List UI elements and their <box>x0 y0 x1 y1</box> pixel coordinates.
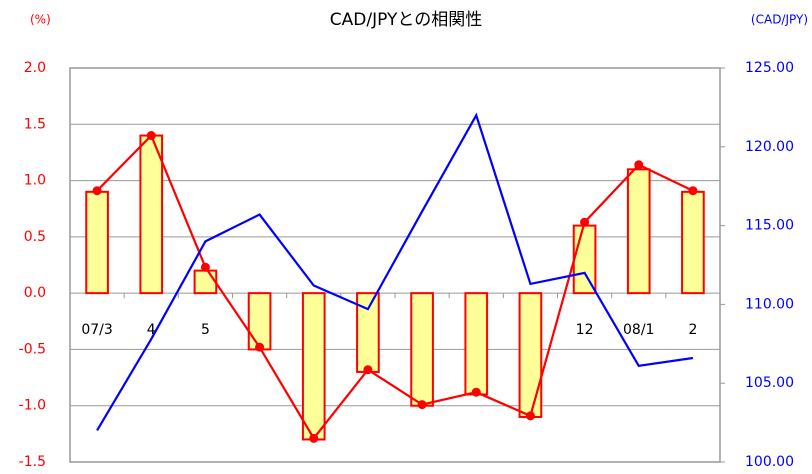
y2-tick-label: 115.00 <box>745 218 794 234</box>
bar <box>85 190 109 295</box>
y2-tick-label: 125.00 <box>745 60 794 76</box>
line <box>96 112 694 432</box>
y-tick-label: 1.0 <box>24 173 46 189</box>
y-tick-label: 1.5 <box>24 116 46 132</box>
line-point <box>363 365 373 375</box>
line-point <box>580 217 590 227</box>
line-point <box>92 186 102 196</box>
x-tick-label: 4 <box>147 322 156 338</box>
y-tick-label: 0.5 <box>24 229 46 245</box>
plot-frame <box>69 67 721 463</box>
line-point <box>417 400 427 410</box>
line-point <box>309 433 319 443</box>
bar <box>139 134 164 295</box>
line-point <box>525 411 535 421</box>
y2-tick-label: 105.00 <box>745 375 794 391</box>
line-point <box>146 131 156 141</box>
bar <box>518 292 543 418</box>
chart-title: CAD/JPYとの相関性 <box>330 10 482 30</box>
y-tick-label: 2.0 <box>24 60 46 76</box>
y2-axis-label: (CAD/JPY) <box>751 13 808 27</box>
line-point <box>634 160 644 170</box>
x-tick-label: 07/3 <box>81 322 112 338</box>
x-tick-label: 08/1 <box>623 322 654 338</box>
line-point <box>200 262 210 272</box>
bar <box>247 292 272 351</box>
y-axis-label: (%) <box>30 13 51 27</box>
line-point <box>471 387 481 397</box>
x-tick-label: 5 <box>201 322 210 338</box>
line-point <box>255 342 265 352</box>
y-tick-label: 0.0 <box>24 285 46 301</box>
x-tick-label: 2 <box>688 322 697 338</box>
y2-tick-label: 120.00 <box>745 139 794 155</box>
bar <box>572 224 597 295</box>
y-tick-label: -1.0 <box>19 398 46 414</box>
y2-tick-label: 110.00 <box>745 296 794 312</box>
line-point <box>688 186 698 196</box>
line <box>96 133 694 441</box>
bar <box>464 292 489 396</box>
y-tick-label: -0.5 <box>19 341 46 357</box>
bar <box>626 168 651 295</box>
y-tick-label: -1.5 <box>19 454 46 470</box>
bar <box>301 292 326 441</box>
x-tick-label: 12 <box>576 322 594 338</box>
y2-tick-label: 100.00 <box>745 454 794 470</box>
bar <box>681 190 705 295</box>
bar <box>193 269 218 295</box>
bar <box>410 292 434 407</box>
